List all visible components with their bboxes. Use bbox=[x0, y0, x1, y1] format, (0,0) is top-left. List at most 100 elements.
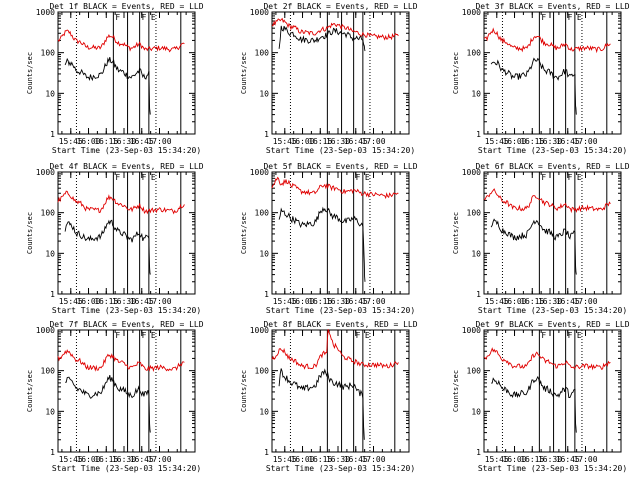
y-tick-label: 10 bbox=[45, 407, 55, 416]
x-axis-label: Start Time (23-Sep-03 15:34:20) bbox=[266, 306, 415, 315]
y-axis-label: Counts/sec bbox=[452, 370, 460, 412]
plot-frame bbox=[483, 329, 622, 453]
y-axis-label: Counts/sec bbox=[452, 212, 460, 254]
plot-frame bbox=[271, 11, 410, 135]
x-tick-label: 16:30 bbox=[538, 297, 562, 306]
x-tick-label: 16:15 bbox=[308, 455, 332, 464]
series-line-lld bbox=[483, 27, 611, 54]
x-tick-label: 15:45 bbox=[273, 137, 297, 146]
x-tick-label: 17:00 bbox=[361, 455, 385, 464]
x-tick-label: 17:00 bbox=[147, 297, 171, 306]
event-marker-label: F bbox=[115, 13, 120, 22]
x-tick-label: 16:15 bbox=[520, 455, 544, 464]
x-tick-label: 16:15 bbox=[520, 137, 544, 146]
plot-frame bbox=[57, 11, 196, 135]
x-tick-label: 15:45 bbox=[59, 137, 83, 146]
panel-title: Det 8f BLACK = Events, RED = LLD bbox=[263, 320, 417, 329]
y-axis-label: Counts/sec bbox=[26, 212, 34, 254]
x-tick-label: 16:30 bbox=[326, 455, 350, 464]
y-tick-label: 1000 bbox=[36, 8, 55, 17]
x-tick-label: 17:00 bbox=[573, 455, 597, 464]
event-marker-label: F bbox=[568, 13, 573, 22]
event-marker-label: F bbox=[541, 331, 546, 340]
series-line-events bbox=[65, 375, 151, 433]
y-tick-label: 100 bbox=[255, 367, 270, 376]
series-line-events bbox=[490, 57, 577, 115]
panel-title: Det 9f BLACK = Events, RED = LLD bbox=[475, 320, 629, 329]
x-tick-label: 16:15 bbox=[308, 137, 332, 146]
y-tick-label: 1000 bbox=[462, 168, 481, 177]
y-axis-label: Counts/sec bbox=[240, 212, 248, 254]
x-tick-label: 16:45 bbox=[344, 137, 368, 146]
x-tick-label: 16:45 bbox=[344, 455, 368, 464]
y-tick-label: 1000 bbox=[36, 326, 55, 335]
y-tick-label: 1 bbox=[50, 290, 55, 299]
series-line-events bbox=[278, 206, 366, 282]
y-tick-label: 1 bbox=[476, 130, 481, 139]
series-line-events bbox=[490, 218, 577, 275]
x-tick-label: 16:30 bbox=[326, 137, 350, 146]
y-tick-label: 1 bbox=[50, 448, 55, 457]
y-tick-label: 1000 bbox=[250, 168, 269, 177]
x-tick-label: 16:45 bbox=[556, 455, 580, 464]
x-tick-label: 15:45 bbox=[59, 297, 83, 306]
x-tick-label: 16:00 bbox=[502, 137, 526, 146]
x-tick-label: 15:45 bbox=[485, 297, 509, 306]
y-tick-label: 100 bbox=[467, 49, 482, 58]
x-tick-label: 16:45 bbox=[130, 297, 154, 306]
x-tick-label: 17:00 bbox=[147, 137, 171, 146]
event-marker-label: F bbox=[115, 173, 120, 182]
y-tick-label: 1000 bbox=[462, 326, 481, 335]
panel-title: Det 4f BLACK = Events, RED = LLD bbox=[49, 162, 203, 171]
panel-7: Det 7f BLACK = Events, RED = LLD 1 10 100 10… bbox=[26, 320, 204, 473]
x-axis-label: Start Time (23-Sep-03 15:34:20) bbox=[266, 464, 415, 473]
x-axis-label: Start Time (23-Sep-03 15:34:20) bbox=[478, 146, 627, 155]
event-marker-label: E bbox=[577, 173, 582, 182]
x-tick-label: 16:45 bbox=[130, 137, 154, 146]
panel-title: Det 2f BLACK = Events, RED = LLD bbox=[263, 2, 417, 11]
x-tick-label: 16:30 bbox=[112, 297, 136, 306]
panel-title: Det 5f BLACK = Events, RED = LLD bbox=[263, 162, 417, 171]
y-tick-label: 1 bbox=[264, 130, 269, 139]
y-tick-label: 10 bbox=[259, 249, 269, 258]
x-tick-label: 16:00 bbox=[502, 455, 526, 464]
plot-frame bbox=[57, 171, 196, 295]
panel-title: Det 3f BLACK = Events, RED = LLD bbox=[475, 2, 629, 11]
event-marker-label: E bbox=[365, 331, 370, 340]
x-tick-label: 17:00 bbox=[573, 297, 597, 306]
x-tick-label: 17:00 bbox=[573, 137, 597, 146]
event-marker-label: E bbox=[577, 331, 582, 340]
y-axis-label: Counts/sec bbox=[26, 370, 34, 412]
y-tick-label: 1000 bbox=[462, 8, 481, 17]
y-tick-label: 10 bbox=[259, 407, 269, 416]
series-line-lld bbox=[57, 29, 185, 53]
x-tick-label: 16:30 bbox=[112, 455, 136, 464]
event-marker-label: E bbox=[151, 173, 156, 182]
x-tick-label: 16:45 bbox=[130, 455, 154, 464]
y-tick-label: 10 bbox=[471, 89, 481, 98]
event-marker-label: E bbox=[151, 13, 156, 22]
y-axis-label: Counts/sec bbox=[240, 52, 248, 94]
event-marker-label: E bbox=[577, 13, 582, 22]
panel-8: Det 8f BLACK = Events, RED = LLD 1 10 100 10… bbox=[240, 320, 418, 473]
y-tick-label: 1000 bbox=[250, 8, 269, 17]
y-tick-label: 1000 bbox=[250, 326, 269, 335]
y-tick-label: 100 bbox=[467, 209, 482, 218]
y-tick-label: 100 bbox=[41, 49, 56, 58]
x-tick-label: 16:30 bbox=[326, 297, 350, 306]
y-tick-label: 10 bbox=[45, 249, 55, 258]
plot-frame bbox=[483, 11, 622, 135]
series-line-lld bbox=[483, 188, 611, 214]
x-tick-label: 17:00 bbox=[147, 455, 171, 464]
panel-4: Det 4f BLACK = Events, RED = LLD 1 10 100 10… bbox=[26, 162, 204, 315]
panel-1: Det 1f BLACK = Events, RED = LLD 1 10 100 10… bbox=[26, 2, 204, 155]
panel-title: Det 1f BLACK = Events, RED = LLD bbox=[49, 2, 203, 11]
y-axis-label: Counts/sec bbox=[240, 370, 248, 412]
x-tick-label: 17:00 bbox=[361, 297, 385, 306]
x-tick-label: 16:15 bbox=[94, 137, 118, 146]
plot-frame bbox=[271, 171, 410, 295]
event-marker-label: F bbox=[568, 331, 573, 340]
x-tick-label: 16:30 bbox=[112, 137, 136, 146]
x-axis-label: Start Time (23-Sep-03 15:34:20) bbox=[52, 146, 201, 155]
panel-6: Det 6f BLACK = Events, RED = LLD 1 10 100 10… bbox=[452, 162, 630, 315]
